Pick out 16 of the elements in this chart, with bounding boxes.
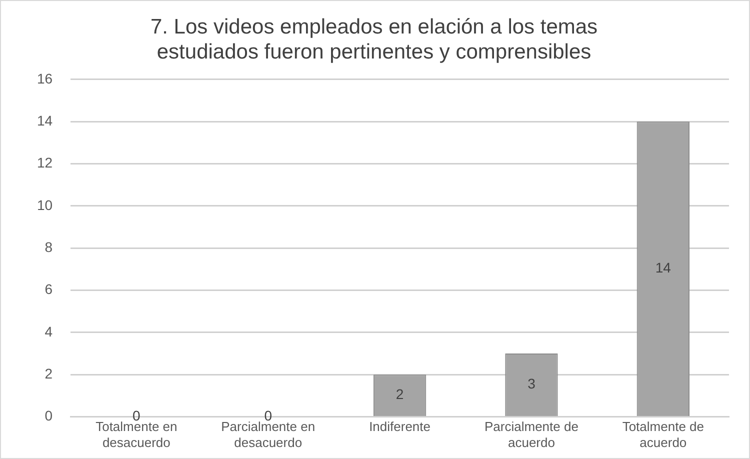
y-tick-label: 4: [44, 323, 53, 340]
y-tick-label: 14: [36, 112, 53, 128]
y-tick-label: 12: [36, 154, 53, 171]
y-tick-label: 10: [36, 196, 53, 213]
x-tick-label: Totalmente de acuerdo: [622, 419, 704, 450]
x-tick-label: Parcialmente de acuerdo: [484, 419, 578, 450]
y-tick-label: 8: [44, 238, 53, 255]
y-tick-label: 6: [44, 281, 53, 298]
y-tick-label: 0: [44, 408, 53, 424]
y-tick-label: 2: [44, 365, 53, 382]
data-label: 14: [655, 260, 672, 276]
data-label: 3: [528, 376, 536, 392]
data-label: 2: [396, 386, 404, 402]
y-tick-label: 16: [36, 70, 53, 86]
chart-title: 7. Los videos empleados en elación a los temas estudiados fueron pertinentes y comprensibles: [150, 15, 598, 64]
x-tick-label: Indiferente: [369, 419, 431, 434]
